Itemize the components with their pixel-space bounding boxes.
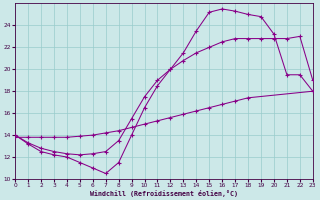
X-axis label: Windchill (Refroidissement éolien,°C): Windchill (Refroidissement éolien,°C) [90, 190, 238, 197]
